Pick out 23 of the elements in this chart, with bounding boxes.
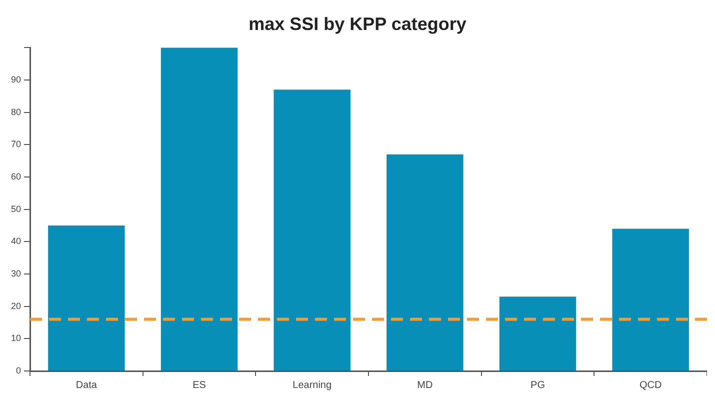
x-tick-label: ES (192, 380, 206, 391)
y-tick-label: 80 (10, 106, 22, 117)
y-tick-label: 70 (10, 139, 22, 150)
x-tick-label: MD (417, 380, 433, 391)
y-tick-label: 10 (10, 333, 22, 344)
bar (48, 225, 125, 370)
bar (160, 48, 238, 370)
y-tick-label: 0 (16, 365, 22, 376)
chart-title: max SSI by KPP category (248, 14, 466, 34)
y-tick-label: 30 (10, 268, 22, 278)
x-tick-label: PG (530, 380, 546, 391)
y-tick-label: 60 (10, 171, 22, 182)
x-tick-label: QCD (639, 380, 662, 391)
y-tick-label: 20 (10, 300, 22, 311)
bar (499, 296, 576, 370)
x-tick-label: Data (76, 380, 98, 391)
y-tick-label: 40 (10, 236, 22, 246)
bar (274, 90, 350, 370)
y-tick-label: 90 (10, 74, 22, 84)
x-tick-label: Learning (292, 380, 332, 391)
bar (386, 154, 464, 370)
y-tick-label: 50 (10, 204, 22, 214)
bar (612, 228, 689, 370)
